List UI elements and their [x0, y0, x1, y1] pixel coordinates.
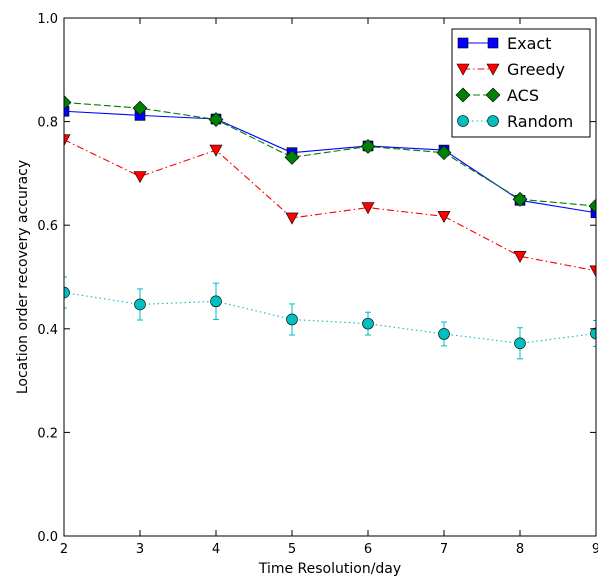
x-axis-title: Time Resolution/day: [258, 561, 401, 576]
data-point-greedy: [513, 250, 527, 263]
legend: Exact Greedy ACS Random: [451, 28, 591, 138]
data-point-random: [210, 295, 222, 308]
data-point-greedy: [209, 144, 223, 157]
data-point-exact: [64, 105, 70, 117]
legend-item-acs: ACS: [455, 86, 539, 105]
x-tick-label: 2: [60, 542, 68, 557]
data-point-acs: [64, 95, 72, 110]
data-point-acs: [132, 100, 148, 116]
y-axis-title: Location order recovery accuracy: [15, 160, 31, 394]
legend-marker-random: [457, 115, 469, 127]
legend-label-exact: Exact: [507, 34, 551, 53]
y-tick-label: 0.2: [37, 426, 58, 441]
x-tick-label: 7: [440, 542, 448, 557]
data-point-greedy: [285, 212, 299, 225]
axis-ticks: 2 3 4 5 6 7 8 9 0.0 0.2 0.4 0.6 0.8 1.0: [37, 12, 598, 557]
data-point-greedy: [64, 134, 71, 147]
x-tick-label: 3: [136, 542, 144, 557]
data-point-random: [514, 337, 526, 350]
data-point-acs: [436, 145, 452, 161]
series-line-greedy: [64, 139, 596, 272]
series-line-acs: [64, 101, 596, 207]
y-tick-label: 0.6: [37, 219, 58, 234]
legend-label-random: Random: [507, 112, 573, 131]
y-tick-label: 1.0: [37, 12, 58, 27]
x-tick-label: 6: [364, 542, 372, 557]
data-point-greedy: [361, 202, 375, 215]
data-point-acs: [284, 149, 300, 165]
legend-marker-exact: [487, 37, 499, 49]
chart-marks: [64, 95, 596, 360]
data-point-random: [590, 327, 596, 340]
y-tick-label: 0.0: [37, 530, 58, 545]
plot-frame: [63, 17, 597, 537]
legend-marker-acs: [455, 87, 471, 103]
errorbar-random: [593, 320, 596, 347]
legend-marker-exact: [457, 37, 469, 49]
legend-item-random: Random: [457, 112, 573, 131]
x-tick-label: 5: [288, 542, 296, 557]
legend-label-acs: ACS: [507, 86, 539, 105]
legend-marker-random: [487, 115, 499, 127]
data-point-greedy: [133, 171, 147, 184]
legend-label-greedy: Greedy: [507, 60, 565, 79]
x-tick-label: 9: [592, 542, 598, 557]
legend-marker-acs: [485, 87, 501, 103]
legend-item-exact: Exact: [457, 34, 551, 53]
errorbar-random: [64, 276, 67, 309]
legend-marker-greedy: [456, 63, 470, 76]
data-point-exact: [590, 207, 596, 219]
data-point-acs: [208, 112, 224, 127]
data-point-greedy: [589, 265, 596, 278]
x-tick-label: 8: [516, 542, 524, 557]
data-point-acs: [512, 191, 528, 207]
data-point-random: [286, 313, 298, 326]
data-point-acs: [360, 139, 376, 154]
legend-box: [451, 28, 591, 138]
data-point-random: [64, 286, 70, 299]
legend-item-greedy: Greedy: [456, 60, 565, 79]
data-point-random: [438, 328, 450, 340]
data-point-random: [362, 317, 374, 330]
data-point-acs: [588, 198, 596, 214]
y-tick-label: 0.4: [37, 323, 58, 338]
data-point-greedy: [437, 211, 451, 224]
y-tick-label: 0.8: [37, 116, 58, 131]
x-tick-label: 4: [212, 542, 220, 557]
legend-marker-greedy: [486, 63, 500, 76]
data-point-random: [134, 298, 146, 311]
